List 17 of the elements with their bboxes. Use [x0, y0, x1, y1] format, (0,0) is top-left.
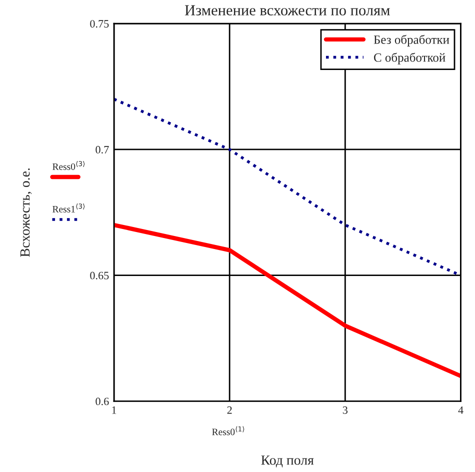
y-tick-label: 0.7 — [96, 146, 109, 154]
line-series — [114, 222, 461, 378]
text: Ress0$^{⟨1⟩}$ — [212, 426, 244, 436]
x-tick-label: 2 — [227, 406, 232, 414]
x-axis-title: Код поля — [261, 456, 314, 468]
x-tick-label: 1 — [112, 406, 116, 414]
x-tick-label: 4 — [458, 406, 464, 414]
y-tick-label: 0.6 — [96, 398, 109, 406]
y-axis-title: Всхожесть, о.е. — [20, 168, 32, 257]
x-tick-label: 3 — [342, 406, 348, 414]
text: Ress0$^{⟨3⟩}$ — [52, 160, 85, 170]
text: Ress1$^{⟨3⟩}$ — [52, 203, 85, 212]
y-tick-label: 0.65 — [90, 272, 109, 280]
legend-label: С обработкой — [374, 52, 446, 64]
y-tick-label: 0.75 — [90, 20, 109, 28]
legend-label: Без обработки — [374, 34, 450, 46]
chart-title: Изменение всхожести по полям — [184, 5, 390, 16]
